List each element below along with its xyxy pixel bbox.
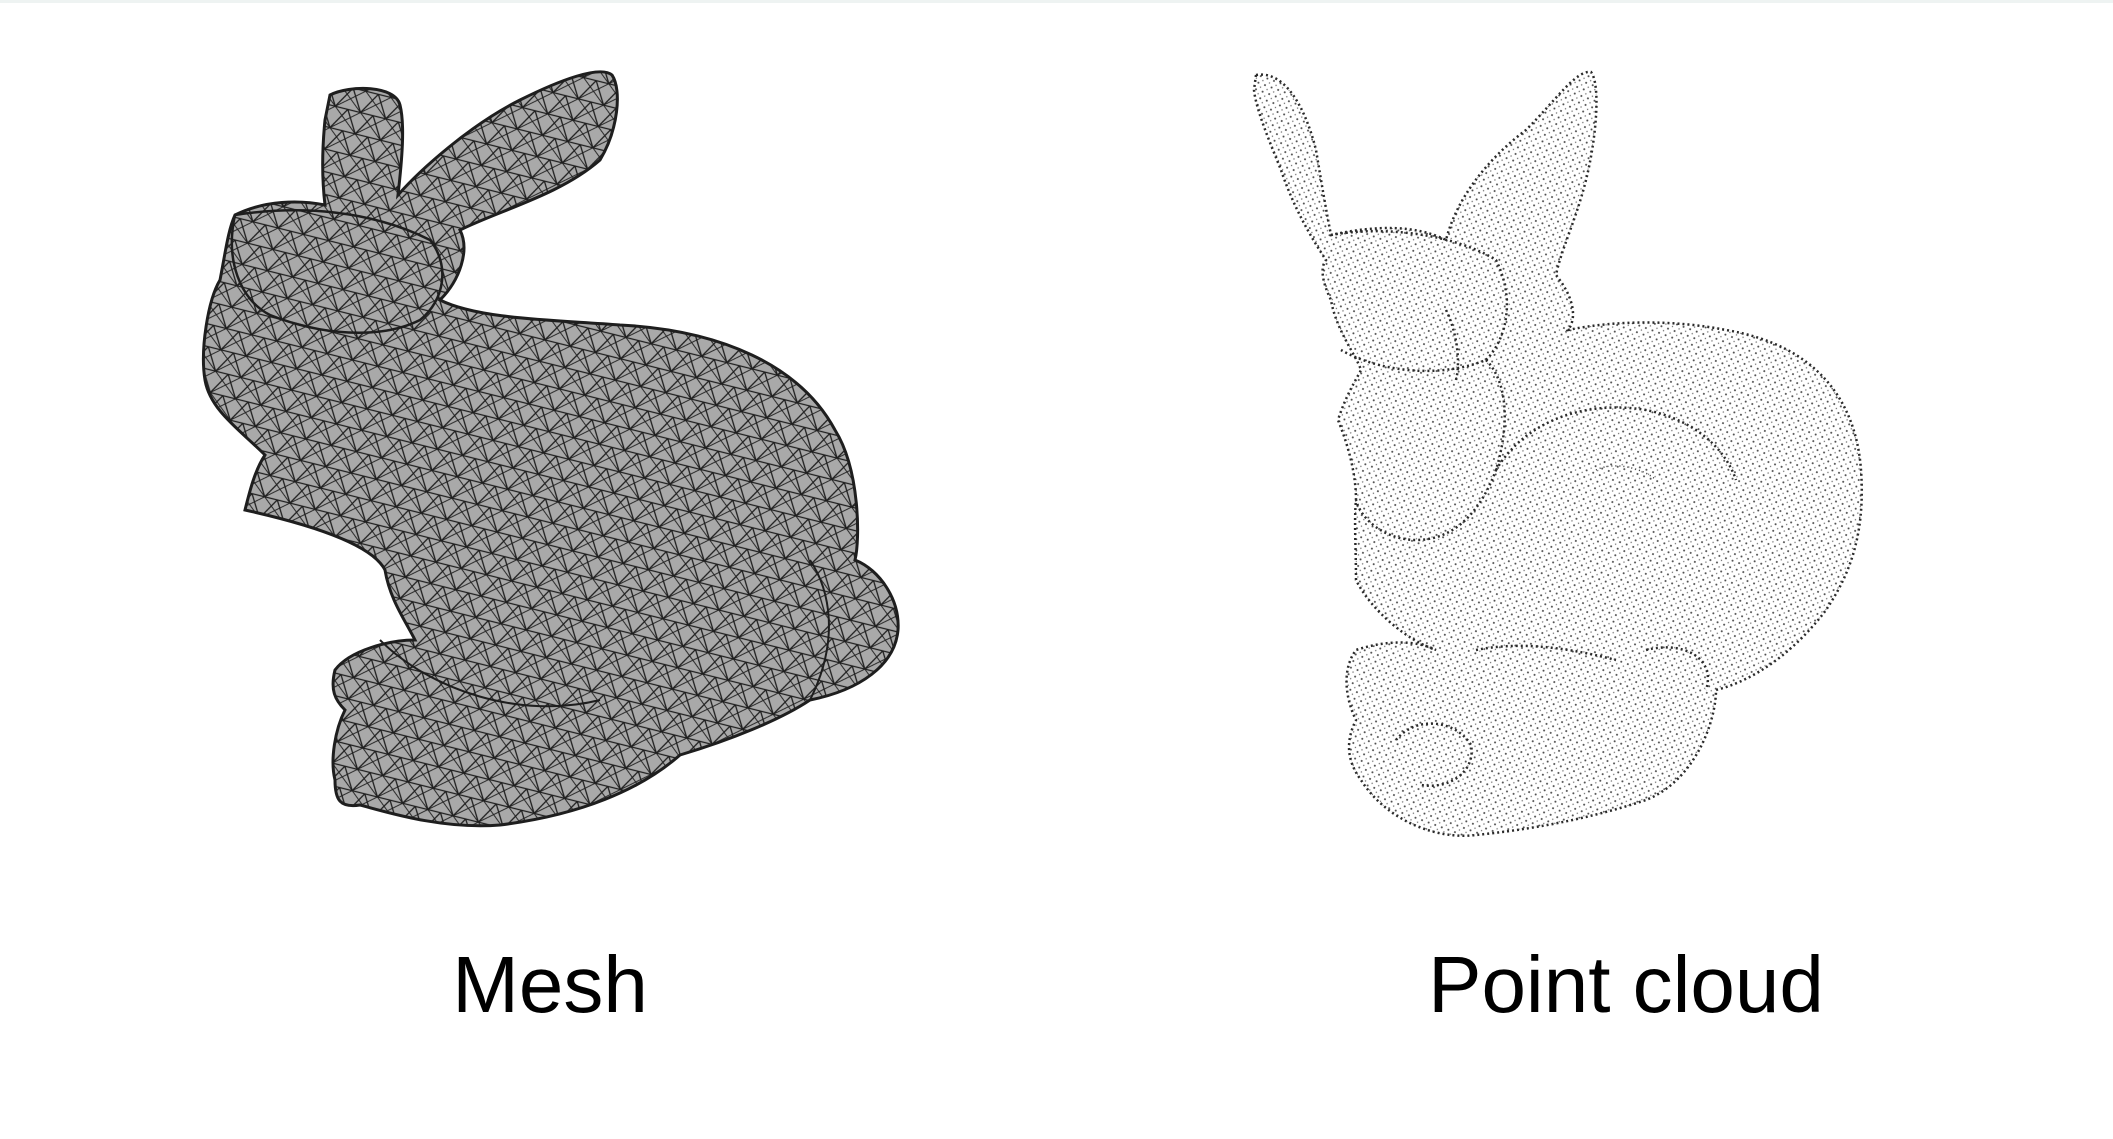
mesh-caption: Mesh bbox=[452, 940, 648, 1029]
point-cloud-bunny bbox=[1252, 70, 1864, 838]
point-cloud-caption: Point cloud bbox=[1428, 940, 1824, 1029]
point-cloud-bunny-illustration bbox=[1252, 70, 1864, 838]
mesh-bunny-illustration bbox=[201, 70, 900, 828]
top-border bbox=[0, 0, 2113, 3]
mesh-bunny bbox=[201, 70, 900, 828]
point-cloud-panel: Point cloud bbox=[1056, 0, 2112, 1139]
mesh-panel: Mesh bbox=[0, 0, 1056, 1139]
